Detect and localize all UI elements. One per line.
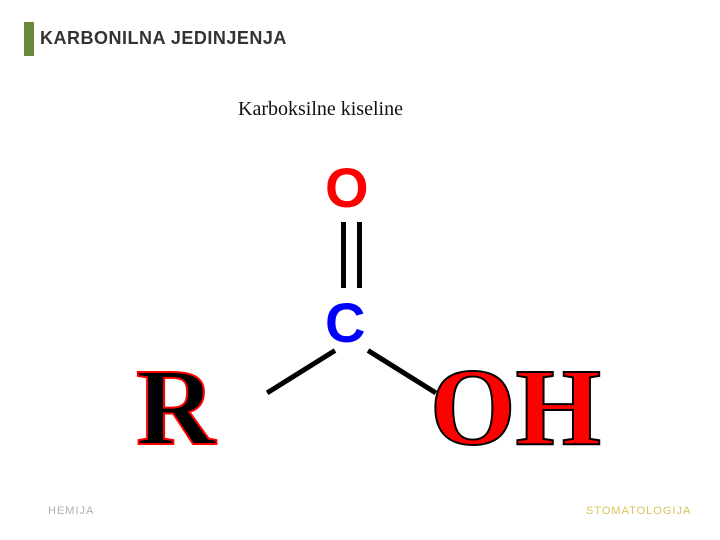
group-r: R <box>136 336 276 476</box>
group-r-text: R <box>136 346 217 468</box>
header-title: KARBONILNA JEDINJENJA <box>40 28 287 49</box>
double-bond-bar-1 <box>341 222 346 288</box>
group-oh: OH <box>430 336 690 476</box>
header-accent-bar <box>24 22 34 56</box>
single-bond-to-oh <box>367 348 437 395</box>
atom-oxygen: O <box>325 155 369 220</box>
footer-left: HEMIJA <box>48 505 94 517</box>
subtitle: Karboksilne kiseline <box>238 98 403 121</box>
double-bond-bar-2 <box>357 222 362 288</box>
group-oh-text: OH <box>430 346 601 468</box>
atom-carbon: C <box>325 290 365 355</box>
slide: KARBONILNA JEDINJENJA Karboksilne kiseli… <box>0 0 720 540</box>
footer-right: STOMATOLOGIJA <box>586 505 691 517</box>
single-bond-to-r <box>266 348 336 395</box>
